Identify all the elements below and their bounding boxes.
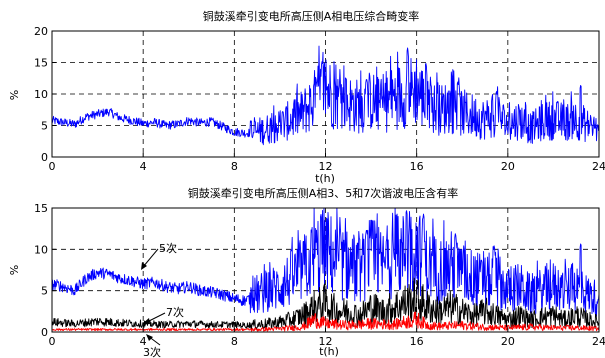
top-chart-y-tick-label: 20 [34, 25, 48, 38]
top-chart-y-tick-label: 5 [41, 120, 48, 133]
top-chart-x-tick-label: 4 [140, 160, 147, 173]
bottom-chart-x-tick-label: 8 [231, 335, 238, 348]
top-chart-y-tick-label: 10 [34, 88, 48, 101]
top-chart-x-tick-label: 0 [49, 160, 56, 173]
bottom-chart-y-axis-label: % [8, 265, 21, 275]
top-chart-panel: 铜鼓溪牵引变电所高压侧A相电压综合畸变率 0 4 8 12 16 20 24 0 5 10 15 20… [8, 9, 605, 185]
top-chart-title: 铜鼓溪牵引变电所高压侧A相电压综合畸变率 [203, 9, 420, 23]
annotation-3rd: 3次 [143, 334, 161, 358]
top-chart-y-tick-label: 15 [34, 57, 48, 70]
annotation-3rd-label: 3次 [143, 345, 161, 358]
bottom-chart-y-tick-label: 15 [34, 202, 48, 215]
top-chart-x-tick-label: 12 [319, 160, 333, 173]
annotation-7th: 7次 [142, 305, 184, 324]
top-chart-lines [51, 45, 600, 146]
annotation-5th-label: 5次 [159, 241, 177, 255]
annotation-7th-label: 7次 [166, 305, 184, 319]
bottom-chart-x-tick-label: 20 [501, 335, 515, 348]
bottom-chart-x-tick-label: 4 [140, 335, 147, 348]
top-chart-x-tick-label: 20 [501, 160, 515, 173]
bottom-chart-panel: 铜鼓溪牵引变电所高压侧A相3、5和7次谐波电压含有率 0 4 8 12 16 20 24 0 5… [8, 186, 605, 358]
bottom-chart-x-tick-label: 24 [592, 335, 605, 348]
bottom-chart-x-tick-label: 0 [49, 335, 56, 348]
bottom-chart-lines [51, 207, 600, 332]
top-chart-x-tick-label: 8 [231, 160, 238, 173]
bottom-chart-y-tick-label: 5 [41, 285, 48, 298]
top-chart-y-axis-label: % [8, 90, 21, 100]
top-chart-y-tick-label: 0 [41, 151, 48, 164]
bottom-chart-y-tick-label: 0 [41, 326, 48, 339]
top-chart-x-tick-label: 16 [410, 160, 424, 173]
bottom-chart-title: 铜鼓溪牵引变电所高压侧A相3、5和7次谐波电压含有率 [188, 186, 459, 200]
bottom-chart-ticks: 0 4 8 12 16 20 24 0 5 10 15 [34, 202, 605, 348]
bottom-chart-x-axis-label: t(h) [319, 345, 339, 358]
top-chart-series-line-0 [51, 45, 600, 146]
top-chart-x-axis-label: t(h) [315, 172, 335, 185]
bottom-chart-x-tick-label: 16 [410, 335, 424, 348]
bottom-chart-y-tick-label: 10 [34, 243, 48, 256]
annotation-5th: 5次 [141, 241, 177, 270]
bottom-chart-series-line-5次 [51, 207, 600, 317]
top-chart-ticks: 0 4 8 12 16 20 24 0 5 10 15 20 [34, 25, 605, 173]
top-chart-x-tick-label: 24 [592, 160, 605, 173]
bottom-chart-x-tick-label: 12 [319, 335, 333, 348]
